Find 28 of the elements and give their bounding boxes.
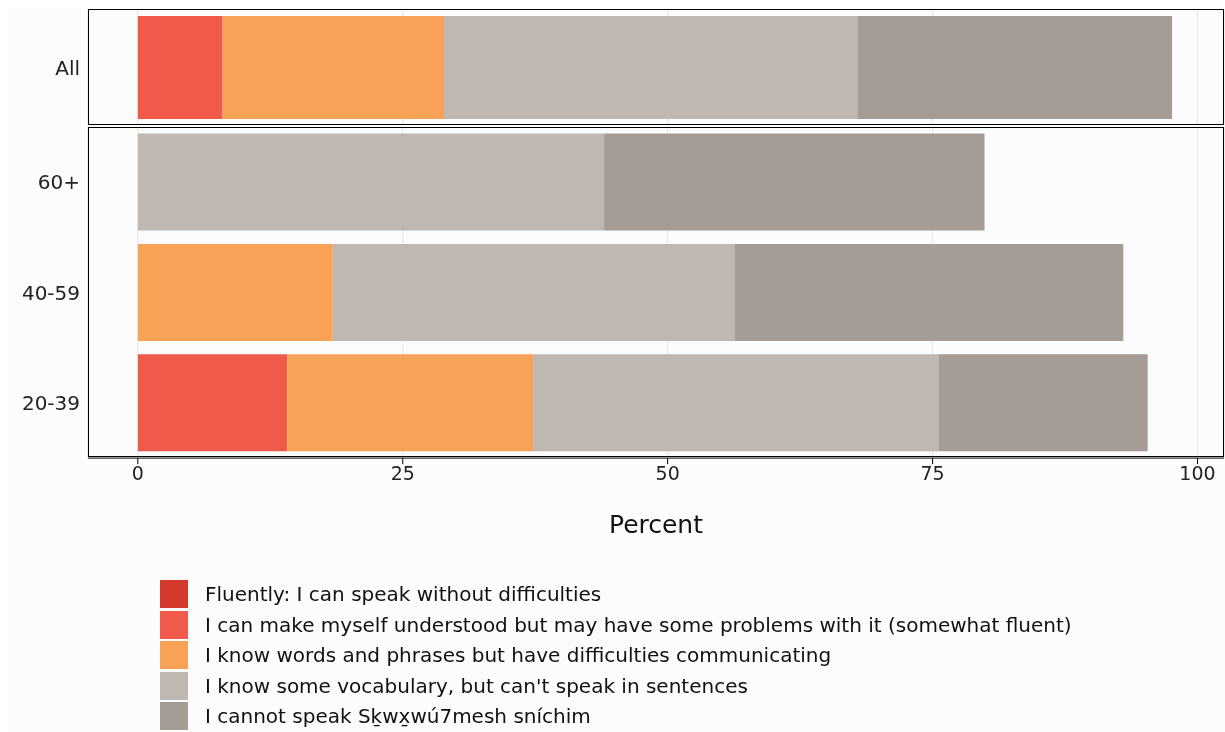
x-tick-label: 100: [1179, 461, 1216, 484]
x-axis-title: Percent: [608, 510, 704, 540]
x-tick-label: 0: [131, 461, 144, 484]
legend-label: I know words and phrases but have difficulties communicating: [205, 643, 832, 668]
bar: [938, 354, 1148, 452]
bar: [287, 354, 534, 452]
x-tick-label: 50: [655, 461, 680, 484]
bar: [137, 243, 333, 341]
bar: [137, 354, 288, 452]
legend-label: Fluently: I can speak without difficulties: [205, 582, 602, 607]
bar: [137, 16, 223, 120]
x-tick-label: 75: [920, 461, 945, 484]
y-tick-label: 40-59: [21, 280, 81, 305]
y-tick-label: 60+: [37, 170, 81, 195]
legend-label: I cannot speak Sḵwx̱wú7mesh sníchim: [205, 704, 591, 729]
bar: [444, 16, 858, 120]
legend-label: I can make myself understood but may have some problems with it (somewhat fluent): [205, 612, 1072, 637]
x-tick-label: 25: [390, 461, 415, 484]
bar: [857, 16, 1173, 120]
y-tick-label: All: [55, 55, 80, 80]
bar: [604, 133, 985, 231]
y-tick-label: 20-39: [21, 391, 81, 416]
bar: [533, 354, 939, 452]
legend-label: I know some vocabulary, but can't speak in sentences: [205, 673, 748, 698]
bar: [222, 16, 445, 120]
bar: [734, 243, 1124, 341]
bar: [332, 243, 735, 341]
bar: [137, 133, 605, 231]
